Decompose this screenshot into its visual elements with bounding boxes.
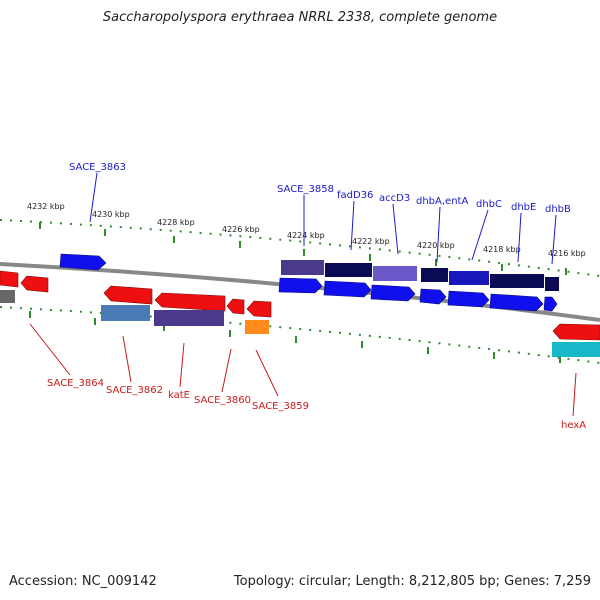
outer-dotted-track bbox=[0, 219, 600, 277]
tick-label: 4222 kbp bbox=[352, 237, 390, 246]
label-leader bbox=[221, 348, 232, 393]
gene-label[interactable]: dhbA,entA bbox=[416, 196, 468, 207]
gene-block[interactable] bbox=[449, 271, 489, 285]
inner-tick-ruler bbox=[0, 306, 600, 364]
gene-block[interactable] bbox=[421, 268, 448, 282]
gene-label[interactable]: SACE_3858 bbox=[277, 184, 334, 195]
gene-label[interactable]: dhbC bbox=[476, 199, 502, 210]
gene-label[interactable]: dhbB bbox=[545, 204, 571, 215]
tick-label: 4218 kbp bbox=[483, 245, 521, 254]
label-leader bbox=[29, 323, 71, 376]
gene-arrow[interactable] bbox=[0, 270, 19, 288]
gene-block[interactable] bbox=[490, 274, 544, 288]
gene-label[interactable]: dhbE bbox=[511, 202, 536, 213]
gene-block[interactable] bbox=[281, 260, 324, 275]
label-leader bbox=[122, 335, 132, 383]
label-leader bbox=[89, 172, 98, 223]
gene-block[interactable] bbox=[245, 320, 269, 334]
gene-label[interactable]: SACE_3860 bbox=[194, 395, 251, 406]
accession-label: Accession: NC_009142 bbox=[9, 574, 157, 589]
gene-label[interactable]: SACE_3859 bbox=[252, 401, 309, 412]
gene-arrow[interactable] bbox=[419, 288, 447, 305]
outer-tick-ruler: 4232 kbp 4230 kbp 4228 kbp 4226 kbp 4224… bbox=[0, 202, 600, 277]
genome-title: Saccharopolyspora erythraea NRRL 2338, c… bbox=[102, 10, 498, 25]
gene-block[interactable] bbox=[154, 310, 224, 326]
gene-block[interactable] bbox=[0, 290, 15, 303]
forward-labels: SACE_3863 SACE_3858 fadD36 accD3 dhbA,en… bbox=[69, 162, 571, 265]
gene-arrow[interactable] bbox=[278, 277, 323, 294]
reverse-genes bbox=[0, 270, 600, 357]
reverse-labels: SACE_3864 SACE_3862 katE SACE_3860 SACE_… bbox=[29, 323, 586, 431]
gene-block[interactable] bbox=[552, 342, 600, 357]
gene-block[interactable] bbox=[325, 263, 372, 277]
gene-arrow[interactable] bbox=[543, 296, 558, 312]
gene-label[interactable]: SACE_3864 bbox=[47, 378, 104, 389]
gene-arrow[interactable] bbox=[226, 298, 245, 315]
gene-label[interactable]: fadD36 bbox=[337, 190, 373, 201]
gene-label[interactable]: hexA bbox=[561, 420, 586, 431]
gene-arrow[interactable] bbox=[246, 300, 272, 318]
gene-label[interactable]: SACE_3862 bbox=[106, 385, 163, 396]
genome-summary-label: Topology: circular; Length: 8,212,805 bp… bbox=[233, 574, 591, 589]
gene-label[interactable]: accD3 bbox=[379, 193, 410, 204]
tick-label: 4220 kbp bbox=[417, 241, 455, 250]
gene-block[interactable] bbox=[373, 266, 417, 281]
gene-arrow[interactable] bbox=[447, 290, 490, 308]
forward-genes bbox=[59, 253, 559, 312]
tick-label: 4226 kbp bbox=[222, 225, 260, 234]
gene-arrow[interactable] bbox=[154, 292, 226, 312]
gene-arrow[interactable] bbox=[20, 275, 49, 293]
tick-label: 4224 kbp bbox=[287, 231, 325, 240]
gene-arrow[interactable] bbox=[103, 285, 153, 305]
gene-arrow[interactable] bbox=[370, 284, 416, 302]
gene-arrow[interactable] bbox=[489, 293, 544, 312]
label-leader bbox=[179, 342, 185, 388]
gene-block[interactable] bbox=[545, 277, 559, 291]
gene-label[interactable]: SACE_3863 bbox=[69, 162, 126, 173]
gene-arrow[interactable] bbox=[59, 253, 107, 271]
label-leader bbox=[517, 212, 522, 263]
label-leader bbox=[255, 349, 279, 397]
label-leader bbox=[471, 209, 489, 261]
tick-label: 4230 kbp bbox=[92, 210, 130, 219]
gene-block[interactable] bbox=[101, 305, 150, 321]
tick-label: 4228 kbp bbox=[157, 218, 195, 227]
label-leader bbox=[572, 372, 577, 417]
label-leader bbox=[551, 214, 557, 265]
label-leader bbox=[350, 200, 355, 251]
tick-label: 4216 kbp bbox=[548, 249, 586, 258]
gene-label[interactable]: katE bbox=[168, 390, 190, 401]
label-leader bbox=[392, 203, 399, 255]
inner-dotted-track bbox=[0, 306, 600, 364]
gene-arrow[interactable] bbox=[552, 323, 600, 341]
tick-label: 4232 kbp bbox=[27, 202, 65, 211]
gene-arrow[interactable] bbox=[323, 280, 372, 298]
label-leader bbox=[436, 206, 441, 263]
